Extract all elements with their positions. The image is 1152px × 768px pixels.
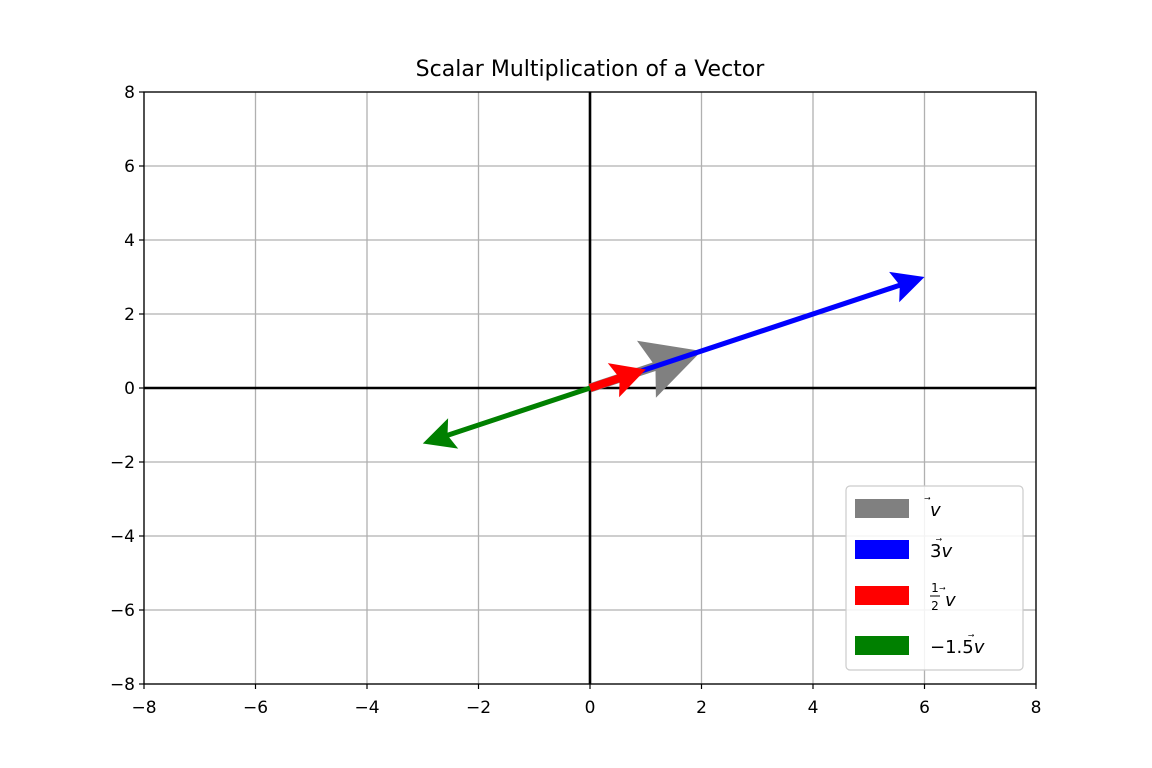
- y-tick-label: 6: [124, 157, 135, 177]
- legend-box: [845, 485, 1024, 671]
- vector-3v: [589, 271, 925, 391]
- legend-swatch-neg-1-5v: [855, 636, 909, 655]
- x-tick-label: −8: [131, 698, 156, 718]
- y-tick-label: −4: [110, 527, 135, 547]
- vectors: [422, 271, 925, 449]
- y-tick-label: −8: [110, 675, 135, 695]
- x-tick-label: 8: [1031, 698, 1042, 718]
- y-tick-label: 4: [124, 231, 135, 251]
- y-tick-label: 8: [124, 83, 135, 103]
- y-tick-label: −2: [110, 453, 135, 473]
- x-tick-label: −6: [243, 698, 268, 718]
- legend: v⃗ 3v⃗ 1 2 v⃗ −1.5v⃗: [845, 485, 1024, 671]
- x-tick-label: 0: [585, 698, 596, 718]
- legend-label-3v: 3v⃗: [930, 538, 952, 562]
- svg-text:2: 2: [931, 599, 939, 613]
- y-tick-label: 0: [124, 379, 135, 399]
- legend-swatch-half-v: [855, 586, 909, 605]
- chart-title: Scalar Multiplication of a Vector: [416, 57, 766, 82]
- x-tick-label: 4: [808, 698, 819, 718]
- legend-label-neg-1-5v: −1.5v⃗: [930, 634, 985, 658]
- x-tick-label: 6: [919, 698, 930, 718]
- legend-swatch-3v: [855, 540, 909, 559]
- vector-half-v: [588, 363, 646, 398]
- x-tick-label: 2: [696, 698, 707, 718]
- legend-swatch-v: [855, 499, 909, 518]
- vector-neg-1-5v: [422, 385, 591, 449]
- y-tick-label: −6: [110, 601, 135, 621]
- svg-text:1: 1: [931, 581, 939, 595]
- x-tick-label: −2: [466, 698, 491, 718]
- x-tick-label: −4: [354, 698, 379, 718]
- ticks: −8 −6 −4 −2 0 2 4 6 8 −8 −6 −4 −2 0 2 4 6 8: [110, 83, 1041, 718]
- y-tick-label: 2: [124, 305, 135, 325]
